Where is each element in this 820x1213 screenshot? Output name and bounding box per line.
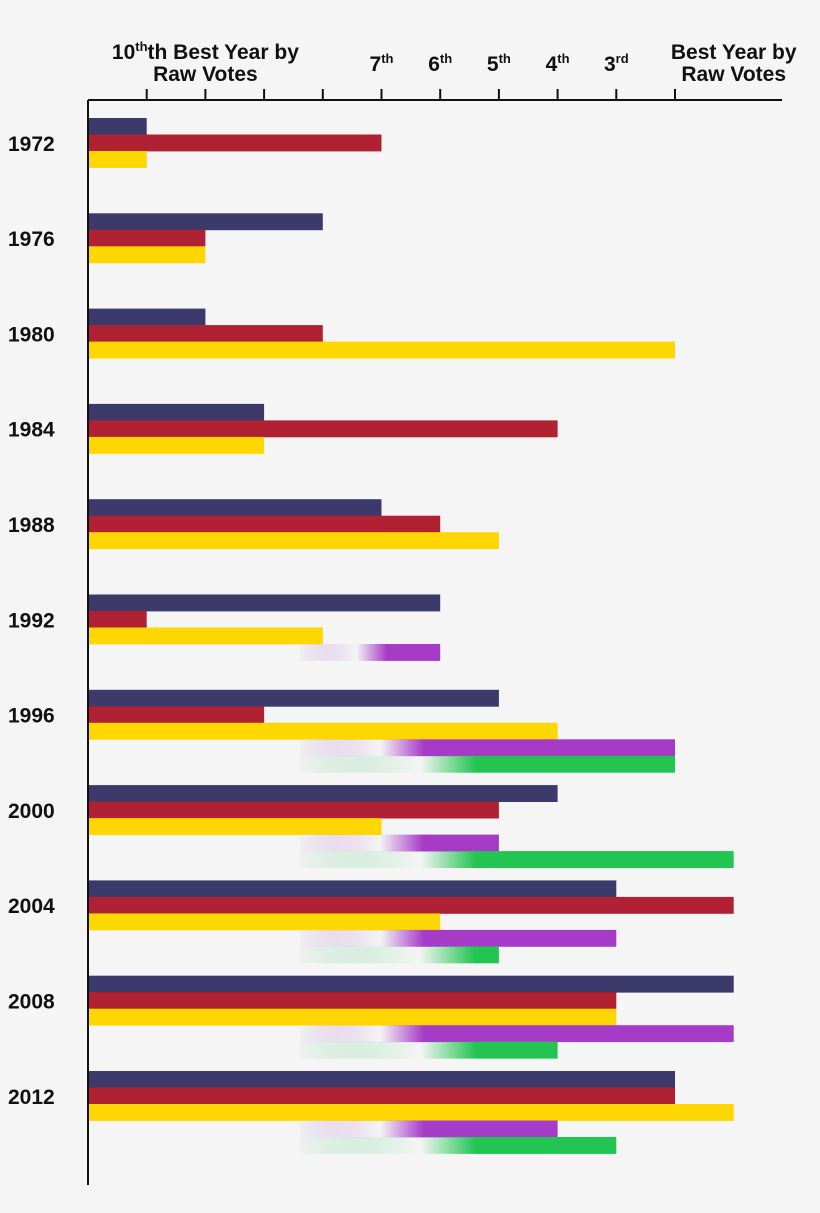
category-label: 2004: [8, 895, 55, 918]
bar-1996-series-3: [88, 722, 558, 740]
bar-1980-series-3: [88, 341, 675, 359]
bar-1976-series-2: [88, 229, 206, 247]
bar-2004-series-1: [88, 880, 617, 898]
category-label: 1972: [8, 133, 55, 156]
tick-layer: [145, 89, 676, 101]
bar-1984-series-3: [88, 436, 265, 454]
bar-1980-series-1: [88, 308, 206, 326]
bar-1988-series-2: [88, 515, 441, 533]
bar-1996-series-2: [88, 706, 265, 724]
bar-2008-series-5: [300, 1041, 558, 1059]
bar-1972-series-1: [88, 118, 147, 135]
category-label: 1984: [8, 419, 55, 442]
x-axis-rank-label: 7th: [370, 51, 394, 76]
bar-2012-series-4: [300, 1120, 558, 1138]
x-axis-label-line: 10thth Best Year by: [112, 39, 299, 64]
axis-layer: [87, 99, 782, 1185]
bar-1984-series-1: [88, 403, 265, 421]
category-label: 2012: [8, 1086, 55, 1109]
bar-2008-series-2: [88, 992, 617, 1010]
bar-2000-series-3: [88, 818, 382, 835]
bar-2012-series-1: [88, 1071, 675, 1088]
bar-1996-series-4: [300, 739, 675, 757]
bar-2000-series-1: [88, 785, 558, 802]
category-label: 1976: [8, 228, 55, 251]
x-axis-label-line: Raw Votes: [153, 63, 258, 86]
bar-1996-series-1: [88, 689, 499, 707]
category-label: 1996: [8, 705, 55, 728]
bar-2012-series-2: [88, 1087, 675, 1105]
bars-layer: [88, 118, 734, 1154]
bar-1992-series-3: [88, 627, 323, 645]
bar-1992-series-1: [88, 594, 441, 612]
bar-2000-series-4: [300, 834, 499, 852]
bar-2004-series-5: [300, 946, 499, 964]
category-label: 1988: [8, 514, 55, 537]
x-axis-label-line: Raw Votes: [681, 63, 786, 86]
bar-1972-series-2: [88, 134, 382, 152]
category-label: 1992: [8, 609, 55, 632]
bar-1992-series-4: [300, 644, 441, 661]
x-axis-rank-label: 5th: [487, 51, 511, 76]
category-label: 1980: [8, 323, 55, 346]
x-axis-label-line: Best Year by: [671, 41, 797, 64]
bar-2004-series-4: [300, 929, 617, 947]
bar-1992-series-2: [88, 611, 147, 628]
bar-1984-series-2: [88, 420, 558, 438]
x-axis-rank-label: 6th: [428, 51, 452, 76]
bar-1988-series-1: [88, 499, 382, 517]
bar-2012-series-3: [88, 1104, 734, 1121]
bar-2008-series-1: [88, 975, 734, 993]
label-layer: 1972 1976 1980 1984 1988 1992 1996 2000 2004 2008…: [8, 39, 797, 1109]
x-axis-rank-label: 4th: [546, 51, 570, 76]
bar-2004-series-3: [88, 913, 441, 931]
bar-1976-series-3: [88, 246, 206, 264]
bar-2000-series-5: [300, 851, 734, 868]
bar-1980-series-2: [88, 325, 323, 342]
category-label: 2000: [8, 800, 55, 823]
bar-2012-series-5: [300, 1137, 617, 1154]
bar-1972-series-3: [88, 151, 147, 168]
category-label: 2008: [8, 990, 55, 1013]
bar-1976-series-1: [88, 213, 323, 231]
bar-1996-series-5: [300, 755, 675, 773]
bar-2008-series-3: [88, 1008, 617, 1026]
bar-1988-series-3: [88, 532, 499, 550]
x-axis-rank-label: 3rd: [604, 51, 629, 76]
bar-2000-series-2: [88, 801, 499, 819]
bar-2008-series-4: [300, 1025, 734, 1043]
bar-2004-series-2: [88, 896, 734, 914]
